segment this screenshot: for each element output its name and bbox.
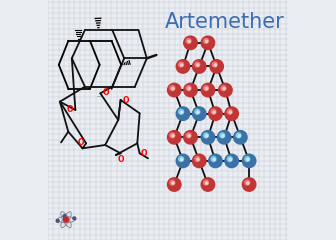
Circle shape: [245, 180, 250, 185]
Circle shape: [223, 87, 225, 90]
Circle shape: [242, 178, 256, 191]
Circle shape: [180, 158, 183, 161]
Circle shape: [172, 87, 174, 90]
Circle shape: [222, 135, 224, 137]
Circle shape: [172, 135, 174, 137]
Circle shape: [195, 156, 200, 162]
Circle shape: [201, 178, 215, 191]
Circle shape: [227, 109, 232, 114]
Circle shape: [205, 182, 208, 184]
Circle shape: [247, 182, 249, 184]
Circle shape: [184, 36, 197, 49]
Circle shape: [204, 38, 209, 43]
Circle shape: [247, 158, 249, 161]
Circle shape: [213, 158, 215, 161]
Circle shape: [168, 83, 181, 97]
Circle shape: [245, 156, 250, 162]
Circle shape: [205, 87, 208, 90]
Circle shape: [184, 131, 197, 144]
Circle shape: [197, 158, 199, 161]
Circle shape: [168, 131, 181, 144]
Circle shape: [213, 111, 215, 113]
Text: ···: ···: [96, 94, 102, 99]
Circle shape: [56, 219, 59, 222]
Text: O: O: [67, 106, 74, 114]
Circle shape: [176, 60, 190, 73]
Circle shape: [193, 154, 206, 168]
Circle shape: [176, 154, 190, 168]
Text: O: O: [141, 149, 148, 158]
Circle shape: [219, 83, 232, 97]
Text: O: O: [102, 88, 109, 97]
Circle shape: [227, 156, 232, 162]
Circle shape: [63, 215, 66, 217]
Circle shape: [212, 62, 217, 67]
Text: Artemether: Artemether: [165, 12, 284, 32]
Circle shape: [221, 86, 226, 91]
Circle shape: [178, 62, 184, 67]
Circle shape: [209, 107, 222, 120]
Circle shape: [186, 38, 191, 43]
Circle shape: [229, 111, 232, 113]
Circle shape: [188, 135, 190, 137]
Circle shape: [210, 60, 223, 73]
Circle shape: [229, 158, 232, 161]
Circle shape: [180, 64, 183, 66]
Circle shape: [73, 217, 76, 220]
Circle shape: [178, 109, 184, 114]
Circle shape: [195, 109, 200, 114]
Circle shape: [217, 131, 231, 144]
Circle shape: [220, 133, 225, 138]
Circle shape: [204, 86, 209, 91]
Circle shape: [178, 156, 184, 162]
Circle shape: [193, 107, 206, 120]
Circle shape: [225, 107, 238, 120]
Circle shape: [170, 133, 175, 138]
Circle shape: [211, 156, 216, 162]
Circle shape: [236, 133, 241, 138]
Circle shape: [238, 135, 240, 137]
Circle shape: [186, 86, 191, 91]
Circle shape: [205, 135, 208, 137]
Circle shape: [184, 83, 197, 97]
Circle shape: [195, 62, 200, 67]
Circle shape: [204, 133, 209, 138]
Circle shape: [64, 217, 69, 222]
Circle shape: [211, 109, 216, 114]
Circle shape: [242, 154, 256, 168]
Text: O: O: [123, 96, 129, 104]
Circle shape: [234, 131, 247, 144]
Circle shape: [188, 40, 190, 42]
Circle shape: [176, 107, 190, 120]
Circle shape: [180, 111, 183, 113]
Circle shape: [186, 133, 191, 138]
Text: O: O: [117, 155, 124, 164]
Circle shape: [205, 40, 208, 42]
Circle shape: [204, 180, 209, 185]
Circle shape: [197, 64, 199, 66]
Circle shape: [201, 36, 215, 49]
Text: O: O: [78, 138, 84, 147]
Circle shape: [188, 87, 190, 90]
Circle shape: [170, 86, 175, 91]
Circle shape: [209, 154, 222, 168]
Circle shape: [214, 64, 216, 66]
Circle shape: [225, 154, 238, 168]
Circle shape: [197, 111, 199, 113]
Circle shape: [201, 131, 215, 144]
Circle shape: [172, 182, 174, 184]
Circle shape: [193, 60, 206, 73]
Circle shape: [168, 178, 181, 191]
Circle shape: [170, 180, 175, 185]
Circle shape: [201, 83, 215, 97]
